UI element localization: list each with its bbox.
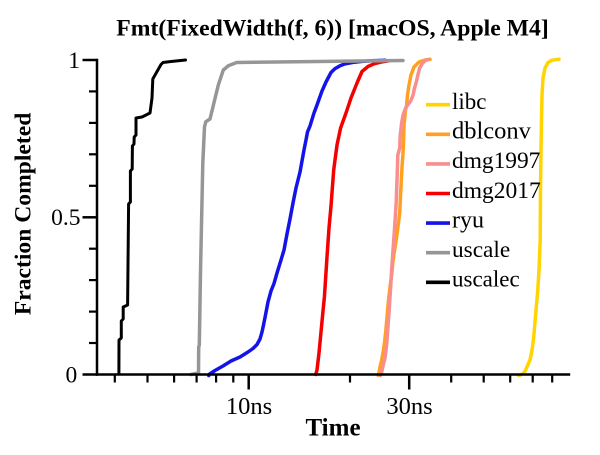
svg-text:dblconv: dblconv xyxy=(452,118,532,145)
svg-text:30ns: 30ns xyxy=(386,393,432,420)
svg-text:Fraction Completed: Fraction Completed xyxy=(11,113,37,315)
svg-text:10ns: 10ns xyxy=(226,393,272,420)
svg-text:dmg2017: dmg2017 xyxy=(452,178,541,204)
svg-text:1: 1 xyxy=(68,48,80,74)
svg-text:ryu: ryu xyxy=(452,207,484,233)
svg-text:0: 0 xyxy=(66,362,78,388)
svg-text:0.5: 0.5 xyxy=(51,205,80,231)
svg-text:Fmt(FixedWidth(f, 6)) [macOS,: Fmt(FixedWidth(f, 6)) [macOS, Apple M4] xyxy=(116,16,548,42)
svg-text:dmg1997: dmg1997 xyxy=(452,148,541,174)
svg-text:libc: libc xyxy=(452,89,487,114)
svg-text:Time: Time xyxy=(305,415,360,442)
svg-text:uscalec: uscalec xyxy=(452,267,520,292)
svg-text:uscale: uscale xyxy=(452,237,510,263)
